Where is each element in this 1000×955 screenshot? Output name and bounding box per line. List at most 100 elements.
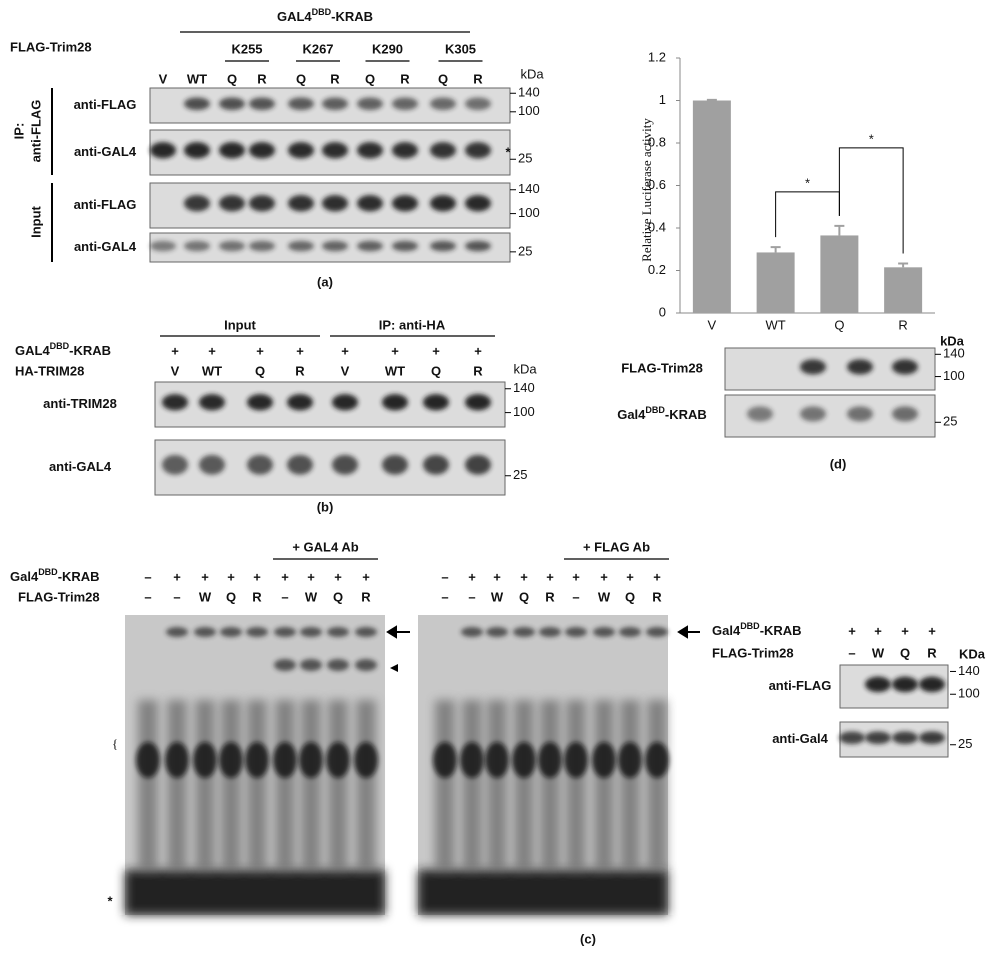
band <box>166 627 188 637</box>
brace: { <box>112 736 118 751</box>
band <box>288 240 314 252</box>
band <box>288 97 314 111</box>
unit: kDa <box>940 333 965 348</box>
panel-label: (a) <box>317 274 333 289</box>
lane-label: WT <box>385 363 405 378</box>
label-suffix: -KRAB <box>58 569 100 584</box>
label-suffix: -KRAB <box>665 407 707 422</box>
lane-label: W <box>598 589 611 604</box>
band <box>184 240 210 252</box>
band <box>423 394 449 411</box>
band <box>247 454 273 475</box>
band <box>865 676 891 693</box>
marker-label: 100 <box>958 686 980 701</box>
lane-smear <box>540 700 560 870</box>
panel-label: (d) <box>830 456 847 471</box>
band <box>382 454 408 475</box>
label-sup: DBD <box>312 7 332 17</box>
lane-label: + <box>253 569 261 584</box>
band <box>246 627 268 637</box>
lane-label: + <box>171 343 179 358</box>
label-base: Gal4 <box>712 623 741 638</box>
lane-label: R <box>652 589 662 604</box>
band <box>245 742 269 778</box>
lane-label: Q <box>438 71 448 86</box>
lane-label: Q <box>296 71 306 86</box>
band <box>465 195 491 212</box>
band <box>430 195 456 212</box>
band <box>847 359 873 375</box>
lane-label: + <box>520 569 528 584</box>
lane-smear <box>647 700 667 870</box>
lane-label: + <box>432 343 440 358</box>
side-label: anti-FLAG <box>28 100 43 163</box>
band <box>800 406 826 422</box>
lane-label: + <box>227 569 235 584</box>
bar <box>820 235 859 313</box>
marker-label: 140 <box>958 663 980 678</box>
group: Input <box>224 317 256 332</box>
lane-label: + <box>201 569 209 584</box>
unit: kDa <box>513 361 537 376</box>
band <box>165 742 189 778</box>
band <box>465 97 491 111</box>
marker-label: 140 <box>518 85 540 100</box>
band <box>184 142 210 159</box>
row-label: FLAG-Trim28 <box>10 39 92 54</box>
lane-label: + <box>362 569 370 584</box>
band <box>646 627 668 637</box>
mutant: K305 <box>445 41 476 56</box>
band <box>219 742 243 778</box>
lane-label: Q <box>227 71 237 86</box>
lane-label: – <box>441 569 448 584</box>
lane-label: WT <box>187 71 207 86</box>
band <box>593 627 615 637</box>
lane-label: V <box>341 363 350 378</box>
lane-smear <box>221 700 241 870</box>
band <box>460 742 484 778</box>
lane-label: – <box>173 589 180 604</box>
band <box>322 97 348 111</box>
lane-label: + <box>281 569 289 584</box>
label-base: Gal4 <box>617 407 646 422</box>
band <box>249 97 275 111</box>
x-tick-label: Q <box>834 317 844 332</box>
lane-label: Q <box>519 589 529 604</box>
lane-smear <box>487 700 507 870</box>
lane-label: + <box>848 623 856 638</box>
band <box>150 142 176 159</box>
lane-label: Q <box>900 645 910 660</box>
marker-label: 140 <box>943 346 965 361</box>
band <box>392 97 418 111</box>
lane-label: R <box>545 589 555 604</box>
band <box>274 659 296 671</box>
y-axis-label: Relative Luciferase activity <box>639 118 654 262</box>
unit: KDa <box>959 646 986 661</box>
y-tick-label: 1 <box>659 92 666 107</box>
y-tick-label: 0.8 <box>648 134 666 149</box>
band <box>322 240 348 252</box>
band <box>193 742 217 778</box>
antibody: Gal4DBD-KRAB <box>617 405 707 422</box>
significance-label: * <box>869 131 874 146</box>
band <box>273 742 297 778</box>
band <box>219 240 245 252</box>
band <box>539 627 561 637</box>
lane-label: R <box>295 363 305 378</box>
lane-label: – <box>144 589 151 604</box>
band <box>465 454 491 475</box>
antibody: anti-GAL4 <box>49 459 112 474</box>
marker-label: 100 <box>943 368 965 383</box>
band <box>800 359 826 375</box>
marker-label: 100 <box>513 404 535 419</box>
lane-label: + <box>208 343 216 358</box>
band <box>199 394 225 411</box>
label-suffix: -KRAB <box>331 9 373 24</box>
lane-smear <box>301 700 321 870</box>
band <box>355 659 377 671</box>
band <box>619 627 641 637</box>
lane-label: + <box>546 569 554 584</box>
panel-label: (b) <box>317 499 334 514</box>
lane-label: Q <box>365 71 375 86</box>
lane-label: Q <box>226 589 236 604</box>
